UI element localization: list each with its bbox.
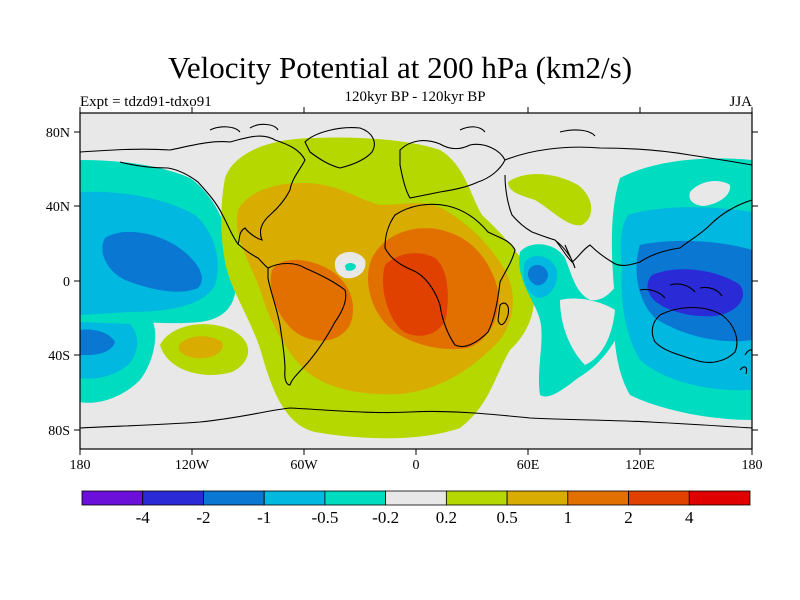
lat-tick-80n: 80N — [46, 126, 70, 141]
colorbar-swatch — [385, 490, 447, 506]
lon-tick-0: 0 — [413, 458, 420, 473]
lat-tick-40n: 40N — [46, 200, 70, 215]
colorbar-swatch — [263, 490, 326, 506]
lat-tick-40s: 40S — [48, 349, 70, 364]
coast-india — [554, 239, 576, 269]
contour-atlantic-hole-core — [345, 263, 356, 271]
colorbar-label: 2 — [624, 508, 633, 527]
contour-pacific-west-m1 — [102, 231, 202, 292]
lon-tick-120w: 120W — [175, 458, 210, 473]
coast-south-america — [267, 262, 347, 386]
colorbar-label: -1 — [257, 508, 271, 527]
colorbar-swatch — [445, 490, 508, 506]
colorbar-swatch — [142, 490, 204, 506]
coast-indonesia — [639, 283, 723, 299]
season-label: JJA — [729, 94, 752, 110]
colorbar-swatch — [203, 490, 265, 506]
contour-south-pacific-p05 — [178, 336, 223, 359]
contour-wpac-m2 — [647, 269, 743, 317]
period-subtitle: 120kyr BP - 120kyr BP — [344, 89, 486, 105]
coastlines — [80, 123, 752, 429]
map-title: Velocity Potential at 200 hPa (km2/s) — [167, 50, 633, 85]
coast-north-america — [80, 135, 306, 246]
colorbar-swatch — [628, 490, 690, 506]
colorbar-label: 0.5 — [496, 508, 517, 527]
contour-north-pacific-neutral — [689, 180, 731, 206]
contour-arabia-p02 — [508, 174, 592, 226]
coast-greenland — [304, 127, 375, 169]
colorbar-label: 4 — [685, 508, 694, 527]
lat-tick-80s: 80S — [48, 424, 70, 439]
colorbar-label: 0.2 — [436, 508, 457, 527]
coast-australia — [651, 307, 738, 363]
coast-central-america — [237, 243, 269, 269]
experiment-label: Expt = tdzd91-tdxo91 — [80, 94, 212, 110]
colorbar-label: -0.5 — [311, 508, 338, 527]
coast-africa — [384, 203, 516, 348]
lon-tick-180w: 180 — [70, 458, 91, 473]
coast-madagascar — [497, 302, 509, 326]
colorbar-swatch — [81, 490, 144, 506]
colorbar-swatch — [506, 490, 569, 506]
coast-asia — [504, 146, 752, 266]
contour-africa-p2 — [382, 253, 448, 336]
coast-europe — [399, 140, 506, 199]
colorbar-label: -2 — [196, 508, 210, 527]
lon-tick-120e: 120E — [625, 458, 655, 473]
coast-arctic-islands — [209, 123, 596, 137]
colorbar-label: -0.2 — [372, 508, 399, 527]
contour-south-indian-neutral — [560, 298, 615, 365]
lat-tick-0: 0 — [63, 275, 70, 290]
colorbar-swatch — [567, 490, 629, 506]
lon-tick-60w: 60W — [290, 458, 318, 473]
colorbar-label: -4 — [136, 508, 151, 527]
colorbar: -4 -2 -1 -0.5 -0.2 0.2 0.5 1 2 4 — [81, 490, 751, 527]
longitude-axis: 180 120W 60W 0 60E 120E 180 — [70, 107, 763, 473]
contour-field — [80, 113, 752, 449]
colorbar-label: 1 — [564, 508, 573, 527]
colorbar-swatch — [324, 490, 387, 506]
contour-indian-m1 — [527, 264, 548, 286]
latitude-axis: 80N 40N 0 40S 80S — [46, 126, 758, 439]
colorbar-swatch — [688, 490, 751, 506]
lon-tick-60e: 60E — [517, 458, 540, 473]
lon-tick-180e: 180 — [742, 458, 763, 473]
contour-south-america-p1 — [270, 259, 354, 341]
contour-pacific-southwest-m1 — [80, 329, 115, 356]
coast-antarctica — [80, 407, 752, 429]
